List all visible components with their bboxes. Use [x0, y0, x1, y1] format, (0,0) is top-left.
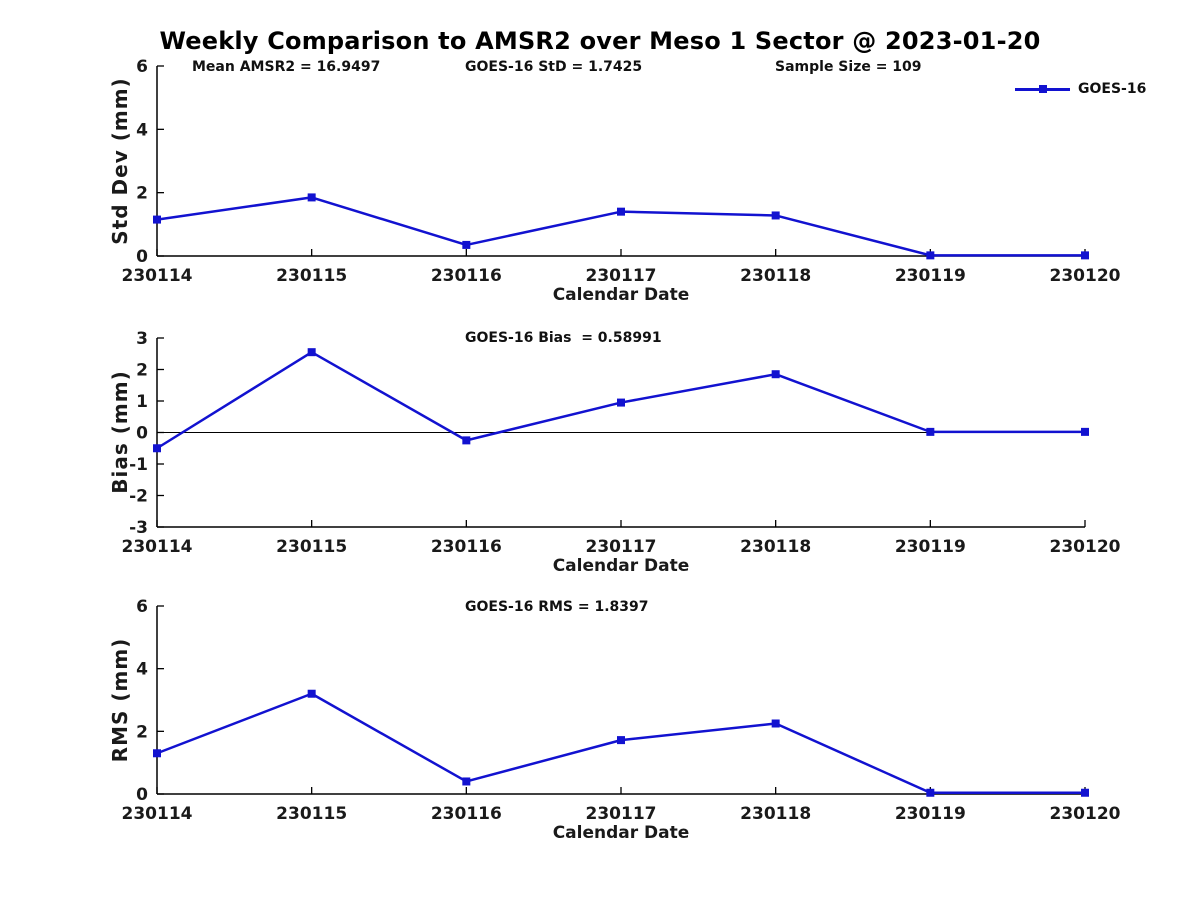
- x-tick-label: 230119: [895, 537, 966, 557]
- x-tick-label: 230118: [740, 537, 811, 557]
- x-tick-label: 230114: [122, 804, 193, 824]
- ylabel-stddev: Std Dev (mm): [108, 77, 132, 245]
- subplot-bias: -3 -2 -1 0 1 2 3 230114 230115 230116 230117 230118…: [122, 329, 1121, 557]
- y-tick-label: 3: [136, 329, 148, 349]
- data-point-marker: [617, 736, 625, 745]
- subplot-stddev: 0 2 4 6 230114 230115 230116 230117 230118 230119…: [122, 57, 1121, 286]
- x-tick-label: 230116: [431, 266, 502, 286]
- x-tick-label: 230115: [276, 804, 347, 824]
- subplot-title-bias: GOES-16 Bias = 0.58991: [465, 330, 662, 346]
- x-tick-label: 230120: [1050, 804, 1121, 824]
- data-point-marker: [771, 211, 780, 220]
- y-tick-label: 6: [136, 597, 148, 617]
- y-tick-label: 2: [136, 361, 148, 381]
- x-tick-label: 230119: [895, 266, 966, 286]
- data-point-marker: [771, 719, 780, 728]
- data-point-marker: [307, 348, 316, 357]
- x-tick-label: 230116: [431, 537, 502, 557]
- data-point-marker: [771, 370, 780, 379]
- data-point-marker: [1081, 251, 1089, 260]
- subplot-title-rms: GOES-16 RMS = 1.8397: [465, 599, 649, 615]
- y-tick-label: 2: [136, 722, 148, 742]
- data-point-marker: [307, 689, 316, 698]
- data-point-marker: [153, 444, 161, 453]
- y-tick-label: 4: [136, 120, 148, 140]
- annotation-sample-size: Sample Size = 109: [775, 59, 922, 75]
- x-tick-label: 230118: [740, 266, 811, 286]
- y-tick-label: 6: [136, 57, 148, 77]
- x-tick-label: 230115: [276, 537, 347, 557]
- legend-line-sample: [1015, 85, 1070, 93]
- y-tick-label: -1: [129, 455, 148, 475]
- data-point-marker: [926, 788, 935, 797]
- x-tick-label: 230114: [122, 266, 193, 286]
- data-point-marker: [1081, 427, 1089, 436]
- annotation-goes16-std: GOES-16 StD = 1.7425: [465, 59, 643, 75]
- x-tick-label: 230117: [586, 266, 657, 286]
- y-tick-label: 0: [136, 424, 148, 444]
- x-tick-label: 230117: [586, 804, 657, 824]
- ylabel-bias: Bias (mm): [108, 370, 132, 494]
- y-tick-label: -2: [129, 487, 148, 507]
- x-tick-label: 230114: [122, 537, 193, 557]
- ylabel-rms: RMS (mm): [108, 637, 132, 763]
- data-point-marker: [617, 207, 625, 216]
- legend-label: GOES-16: [1078, 81, 1147, 97]
- y-tick-label: 4: [136, 660, 148, 680]
- data-point-marker: [153, 749, 161, 758]
- x-tick-label: 230118: [740, 804, 811, 824]
- series-line-goes-16: [156, 196, 1085, 257]
- data-point-marker: [462, 777, 471, 786]
- xlabel-calendar-date-3: Calendar Date: [552, 823, 690, 843]
- subplot-rms: 0 2 4 6 230114 230115 230116 230117 230118 230119…: [122, 597, 1121, 824]
- y-tick-label: 0: [136, 785, 148, 805]
- y-tick-label: 2: [136, 184, 148, 204]
- y-tick-label: 1: [136, 392, 148, 412]
- legend: GOES-16: [1015, 81, 1147, 97]
- x-tick-label: 230117: [586, 537, 657, 557]
- xlabel-calendar-date-1: Calendar Date: [552, 285, 690, 305]
- data-point-marker: [926, 251, 935, 260]
- y-tick-label: 0: [136, 247, 148, 267]
- x-tick-label: 230116: [431, 804, 502, 824]
- x-tick-label: 230115: [276, 266, 347, 286]
- x-tick-label: 230119: [895, 804, 966, 824]
- data-point-marker: [617, 398, 625, 407]
- y-tick-label: -3: [129, 518, 148, 538]
- xlabel-calendar-date-2: Calendar Date: [552, 556, 690, 576]
- legend-square-marker-icon: [1038, 85, 1047, 93]
- data-point-marker: [1081, 788, 1089, 797]
- annotation-mean-amsr2: Mean AMSR2 = 16.9497: [192, 59, 381, 75]
- x-tick-label: 230120: [1050, 266, 1121, 286]
- x-tick-label: 230120: [1050, 537, 1121, 557]
- figure-title: Weekly Comparison to AMSR2 over Meso 1 S…: [159, 27, 1041, 55]
- data-point-marker: [926, 427, 935, 436]
- data-point-marker: [307, 193, 316, 202]
- data-point-marker: [462, 240, 471, 249]
- data-point-marker: [153, 215, 161, 224]
- data-point-marker: [462, 436, 471, 445]
